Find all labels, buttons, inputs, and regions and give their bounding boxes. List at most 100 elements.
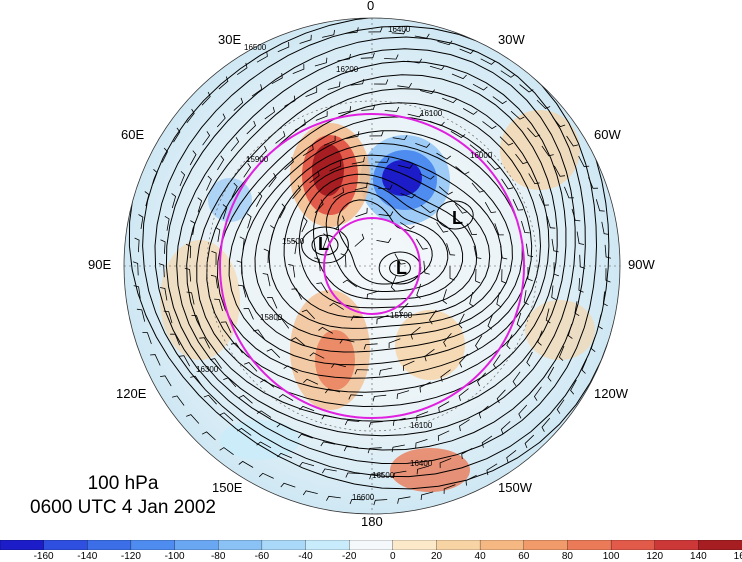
colorbar-tick-label: 0	[390, 551, 396, 562]
wind-barb	[515, 153, 528, 165]
wind-barb	[500, 245, 508, 260]
wind-barb	[292, 64, 305, 74]
height-contour	[196, 74, 558, 408]
lon-label-0: 0	[367, 0, 375, 13]
wind-barb	[210, 274, 218, 289]
wind-barb	[424, 348, 435, 362]
wind-barb	[397, 164, 413, 169]
wind-barb	[179, 171, 186, 187]
wind-barb	[215, 227, 221, 242]
wind-barb	[537, 330, 543, 346]
wind-barb	[486, 463, 498, 476]
wind-barb	[459, 48, 475, 54]
wind-barb	[423, 260, 430, 275]
wind-barb	[437, 40, 453, 46]
wind-barb	[331, 363, 347, 368]
colorbar-swatch	[174, 540, 219, 550]
contour-label: 16500	[244, 43, 267, 52]
colorbar-tick-label: -40	[298, 551, 313, 562]
wind-barb	[526, 351, 533, 367]
wind-barb	[506, 449, 517, 463]
wind-barb	[570, 379, 577, 395]
wind-barb	[243, 163, 251, 178]
wind-barb	[429, 120, 445, 127]
contour-label: 16100	[410, 421, 433, 430]
wind-barb	[244, 362, 258, 372]
wind-barb	[161, 147, 168, 163]
wind-barb	[458, 313, 465, 329]
contour-label: 16400	[388, 25, 411, 34]
lon-label-90e: 90E	[88, 257, 112, 272]
outer-latitude-circle	[219, 113, 525, 419]
wind-barb	[414, 33, 430, 39]
wind-barb	[541, 417, 551, 432]
wind-barb	[438, 401, 450, 413]
wind-barb	[236, 62, 248, 76]
wind-barb	[415, 143, 431, 148]
wind-barb	[407, 112, 423, 118]
colorbar-swatch	[218, 540, 263, 550]
wind-barb	[280, 482, 296, 488]
wind-barb	[419, 381, 431, 393]
colorbar-tick-label: 140	[690, 551, 707, 562]
wind-barb	[318, 326, 333, 334]
wind-barb	[263, 248, 269, 264]
wind-barb	[500, 421, 511, 435]
colorbar-tick-label: 160	[733, 551, 742, 562]
colorbar-tick-label: 20	[430, 551, 443, 562]
wind-barb	[305, 87, 318, 97]
wind-barb	[597, 314, 603, 330]
wind-barb	[219, 447, 234, 456]
wind-barb	[360, 52, 375, 59]
wind-barb	[576, 231, 585, 245]
pressure-level: 100 hPa	[87, 473, 159, 494]
contour-label: 15800	[260, 313, 283, 322]
wind-barb	[230, 342, 243, 354]
wind-barb	[337, 53, 351, 62]
wind-barb	[297, 433, 313, 439]
wind-barb	[230, 137, 240, 152]
wind-barb	[350, 315, 366, 321]
wind-barb	[184, 267, 192, 282]
wind-barb	[399, 303, 409, 317]
wind-barb	[527, 127, 541, 138]
wind-barb	[492, 96, 507, 105]
contour-label: 16400	[410, 459, 433, 468]
wind-barb	[223, 377, 237, 388]
wind-barb	[361, 104, 376, 111]
wind-barb	[239, 236, 245, 252]
wind-barb	[459, 353, 468, 368]
lon-label-30w: 30W	[498, 32, 525, 47]
height-contour	[254, 142, 513, 341]
low-marker: L	[318, 234, 329, 254]
wind-barb	[142, 332, 152, 345]
wind-barb	[335, 215, 345, 229]
wind-barb	[366, 290, 380, 300]
wind-barb	[267, 296, 278, 309]
wind-barb	[354, 233, 365, 247]
wind-barb	[567, 323, 573, 339]
wind-barb	[202, 131, 211, 146]
wind-barb	[566, 135, 579, 147]
colorbar-tick-label: -60	[254, 551, 270, 562]
colorbar-swatch	[349, 540, 394, 550]
wind-barb	[302, 144, 314, 157]
wind-barb	[466, 223, 477, 236]
wind-barb	[342, 279, 358, 288]
wind-barb	[546, 215, 556, 229]
wind-barb	[299, 461, 315, 467]
wind-barb	[339, 338, 355, 344]
wind-barb	[601, 221, 610, 235]
wind-barb	[394, 253, 406, 265]
height-contour	[165, 36, 586, 451]
lon-label-120w: 120W	[594, 386, 628, 401]
valid-time: 0600 UTC 4 Jan 2002	[30, 497, 216, 518]
wind-barb	[379, 367, 393, 376]
wind-barb	[351, 156, 365, 165]
wind-barb	[461, 447, 473, 460]
wind-barb	[552, 117, 566, 128]
wind-barb	[246, 213, 252, 229]
wind-barb	[501, 269, 507, 284]
wind-barb	[373, 79, 389, 85]
wind-barb	[345, 27, 359, 34]
